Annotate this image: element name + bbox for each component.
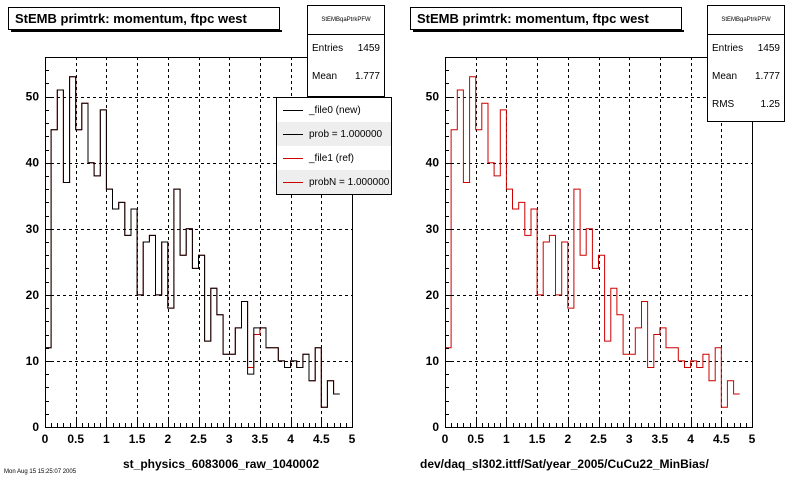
chart-2-rms-label: RMS — [712, 99, 735, 110]
chart-2-x-tick-label: 1.5 — [529, 432, 546, 446]
chart-2-x-tick-label: 4 — [687, 432, 694, 446]
chart-1-y-tick-label: 10 — [26, 354, 40, 368]
chart-2-stats-box: StEMBqaPtrkPFW Entries 1459 Mean 1.777 R… — [707, 5, 785, 122]
chart-1-entries-label: Entries — [312, 43, 344, 54]
chart-1-mean-label: Mean — [312, 71, 338, 82]
chart-2-stats-name: StEMBqaPtrkPFW — [708, 6, 784, 35]
chart-2-x-tick-label: 5 — [749, 432, 756, 446]
chart-2-rms-value: 1.25 — [760, 99, 780, 110]
chart-1-y-tick-label: 50 — [26, 90, 40, 104]
chart-1-x-tick-label: 4 — [287, 432, 294, 446]
chart-1-x-tick-label: 1 — [103, 432, 110, 446]
chart-2-minor-ticks — [445, 57, 753, 428]
chart-2-y-tick-label: 10 — [426, 354, 440, 368]
chart-1-x-tick-label: 0.5 — [67, 432, 84, 446]
footer-timestamp: Mon Aug 15 15:25:07 2005 — [4, 469, 77, 475]
legend-label-probn: probN = 1.000000 — [309, 176, 390, 188]
chart-1-y-tick-label: 0 — [32, 420, 39, 434]
legend-swatch-black — [283, 109, 303, 111]
chart-2-x-tick-label: 2.5 — [590, 432, 607, 446]
legend-label-file1: _file1 (ref) — [309, 152, 355, 164]
chart-1-mean-value: 1.777 — [354, 71, 380, 82]
chart-1-stats-mean-row: Mean 1.777 — [308, 63, 384, 91]
chart-1-y-tick-label: 40 — [26, 156, 40, 170]
chart-2-y-tick-label: 40 — [426, 156, 440, 170]
chart-1-title: StEMB primtrk: momentum, ftpc west — [8, 7, 282, 32]
chart-2-x-tick-label: 3 — [626, 432, 633, 446]
chart-2-x-tick-label: 4.5 — [713, 432, 730, 446]
chart-2-series-1-step-line — [445, 76, 740, 408]
chart-2-x-tick-label: 2 — [564, 432, 571, 446]
chart-2-stats-mean-row: Mean 1.777 — [708, 63, 784, 91]
chart-1-stats-box: StEMBqaPtrkPFW Entries 1459 Mean 1.777 — [307, 5, 385, 97]
chart-2-x-tick-label: 1 — [503, 432, 510, 446]
chart-1-x-tick-label: 3 — [226, 432, 233, 446]
chart-2-y-tick-label: 20 — [426, 288, 440, 302]
chart-2-mean-value: 1.777 — [754, 71, 780, 82]
chart-1-x-tick-label: 1.5 — [129, 432, 146, 446]
legend-swatch-black — [283, 133, 303, 135]
legend-item-prob: prob = 1.000000 — [277, 122, 391, 146]
chart-1-x-tick-label: 2 — [164, 432, 171, 446]
chart-1-x-tick-label: 5 — [349, 432, 356, 446]
legend-swatch-red — [283, 181, 303, 183]
chart-1-minor-ticks — [45, 57, 353, 428]
legend-label-prob: prob = 1.000000 — [309, 128, 383, 140]
chart-2-y-tick-label: 0 — [432, 420, 439, 434]
chart-2-title: StEMB primtrk: momentum, ftpc west — [410, 7, 684, 32]
chart-1-series-2-step-line — [45, 76, 340, 408]
chart-1-x-tick-label: 0 — [42, 432, 49, 446]
chart-1-x-axis-label: st_physics_6083006_raw_1040002 — [123, 457, 320, 471]
chart-2-mean-label: Mean — [712, 71, 738, 82]
chart-2-entries-label: Entries — [712, 43, 744, 54]
chart-2-y-tick-label: 30 — [426, 222, 440, 236]
chart-2-x-tick-label: 3.5 — [652, 432, 669, 446]
chart-1-y-tick-label: 30 — [26, 222, 40, 236]
chart-2-entries-value: 1459 — [757, 43, 780, 54]
legend-item-file1: _file1 (ref) — [277, 146, 391, 170]
chart-2-y-tick-label: 50 — [426, 90, 440, 104]
chart-1-x-tick-label: 3.5 — [252, 432, 269, 446]
legend-item-probn: probN = 1.000000 — [277, 170, 391, 194]
chart-1-stats-entries-row: Entries 1459 — [308, 35, 384, 63]
chart-2-x-axis-label: dev/daq_sl302.ittf/Sat/year_2005/CuCu22_… — [420, 457, 709, 471]
chart-1-y-tick-label: 20 — [26, 288, 40, 302]
chart-2-stats-entries-row: Entries 1459 — [708, 35, 784, 63]
legend-swatch-red — [283, 157, 303, 159]
chart-2-plot-area — [445, 57, 752, 427]
legend-label-file0: _file0 (new) — [309, 104, 361, 116]
chart-2-x-tick-label: 0.5 — [467, 432, 484, 446]
chart-1-stats-name: StEMBqaPtrkPFW — [308, 6, 384, 35]
chart-1-x-tick-label: 4.5 — [313, 432, 330, 446]
chart-1-x-tick-label: 2.5 — [190, 432, 207, 446]
chart-2-x-tick-label: 0 — [442, 432, 449, 446]
legend-item-file0: _file0 (new) — [277, 98, 391, 122]
chart-1-legend: _file0 (new) prob = 1.000000 _file1 (ref… — [276, 97, 392, 195]
chart-1-entries-value: 1459 — [357, 43, 380, 54]
chart-2-stats-rms-row: RMS 1.25 — [708, 91, 784, 119]
